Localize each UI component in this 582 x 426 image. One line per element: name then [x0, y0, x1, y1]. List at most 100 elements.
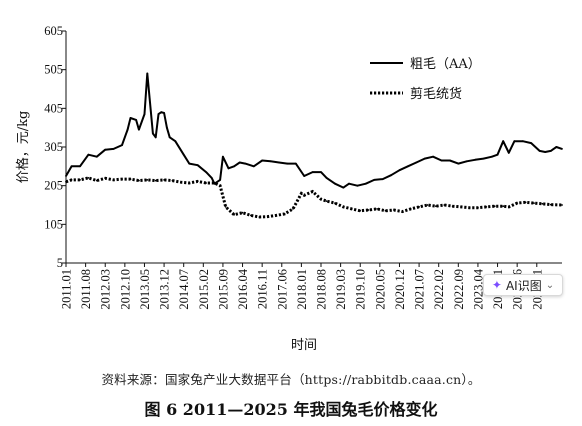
series-2-point	[507, 206, 510, 208]
series-2-point	[393, 209, 395, 211]
series-1-point	[356, 184, 359, 187]
series-2-point	[213, 182, 216, 184]
series-2-point	[219, 184, 222, 187]
series-2-point	[311, 190, 314, 193]
series-1-point	[168, 136, 171, 139]
line-chart: 5 105 205 305 405 505 605 2011.01 2011.08 2012.0…	[15, 24, 563, 353]
series-1-point	[530, 142, 533, 145]
series-2-point	[70, 179, 73, 181]
series-1-point	[188, 162, 191, 165]
x-axis-ticks: 2011.01 2011.08 2012.03 2012.10 2013.05 2013.…	[60, 263, 544, 310]
series-1-point	[373, 179, 376, 181]
series-1-point	[423, 157, 426, 160]
x-tick-label: 2012.03	[99, 269, 113, 310]
series-1-point	[252, 165, 255, 168]
series-2-point	[359, 209, 362, 212]
legend: 粗毛（AA） 剪毛统货	[370, 57, 481, 102]
series-1-point	[364, 182, 367, 185]
series-2-point	[549, 203, 552, 206]
series-2-point	[283, 213, 286, 215]
series-2-point	[516, 202, 519, 205]
series-1-point	[474, 158, 476, 161]
series-1-point	[496, 153, 499, 156]
x-tick-label: 2019.10	[354, 269, 368, 310]
series-1-point	[157, 113, 160, 115]
series-2-point	[451, 205, 454, 208]
series-2-point	[104, 177, 107, 180]
series-1-point	[174, 140, 177, 143]
series-1-point	[457, 162, 460, 165]
y-tick-label: 105	[44, 217, 63, 231]
series-2-point	[163, 179, 166, 181]
series-2-point	[112, 179, 115, 181]
series-1-point	[561, 148, 563, 150]
legend-label-series-1: 粗毛（AA）	[410, 57, 481, 72]
series-2-point	[121, 178, 123, 181]
series-1-point	[449, 159, 451, 162]
x-tick-label: 2014.07	[177, 269, 191, 310]
series-1-point	[286, 162, 289, 165]
series-1-point	[261, 159, 264, 162]
series-2-point	[300, 192, 303, 195]
series-1-point	[513, 140, 516, 143]
x-tick-label: 2019.03	[334, 269, 348, 310]
series-2-point	[205, 182, 208, 184]
series-1-point	[320, 171, 322, 174]
series-2-point	[342, 206, 345, 208]
series-1-point	[146, 72, 149, 75]
series-1-point	[555, 146, 558, 148]
series-2-point	[435, 205, 437, 208]
y-axis-ticks: 5 105 205 305 405 505 605	[44, 24, 66, 270]
x-tick-label: 2018.08	[315, 269, 329, 310]
series-2-point	[524, 201, 527, 204]
series-2-point	[258, 216, 261, 218]
source-note: 资料来源：国家兔产业大数据平台（https://rabbitdb.caaa.cn…	[101, 372, 481, 387]
series-2-point	[129, 178, 132, 181]
series-2-point	[350, 208, 353, 210]
x-tick-label: 2011.01	[60, 269, 74, 309]
series-1-point	[70, 165, 73, 168]
series-1-point	[205, 171, 208, 174]
ai-recognize-button[interactable]: ✦ AI识图 ⌄	[483, 274, 563, 296]
series-1-point	[121, 144, 123, 147]
series-1-point	[154, 136, 157, 139]
series-1-point	[129, 117, 132, 119]
series-1-point	[244, 162, 247, 165]
x-tick-label: 2015.09	[216, 269, 230, 310]
series-1-point	[465, 160, 468, 163]
x-tick-label: 2018.01	[295, 269, 309, 310]
x-tick-label: 2016.04	[236, 268, 250, 309]
x-tick-label: 2020.05	[373, 269, 387, 310]
x-tick-label: 2015.02	[197, 269, 211, 310]
series-1-point	[549, 150, 552, 152]
series-2-point	[95, 179, 98, 182]
series-2-point	[443, 204, 446, 206]
x-tick-label: 2022.09	[452, 269, 466, 310]
series-2-point	[224, 206, 227, 208]
series-2-point	[320, 198, 322, 201]
x-tick-label: 2017.06	[275, 269, 289, 310]
series-2-point	[367, 209, 370, 211]
series-2-point	[409, 208, 412, 210]
x-tick-label: 2013.05	[138, 269, 152, 310]
series-2-point	[233, 213, 236, 216]
y-tick-label: 405	[44, 101, 63, 115]
series-1-point	[342, 186, 345, 189]
series-1-point	[210, 177, 213, 179]
series-2-point	[241, 211, 244, 214]
series-1-point	[79, 165, 81, 168]
series-1-point	[325, 177, 328, 179]
series-1-point	[163, 112, 166, 114]
series-2-point	[138, 179, 140, 182]
series-2-point	[477, 206, 479, 209]
series-1-point	[334, 182, 336, 185]
series-2-point	[154, 179, 157, 182]
y-tick-label: 505	[44, 63, 63, 77]
series-2-point	[171, 179, 174, 182]
series-2-point	[180, 181, 182, 184]
series-1-point	[521, 140, 524, 143]
series-line-2	[65, 176, 563, 219]
x-tick-label: 2021.07	[413, 269, 427, 310]
series-2-point	[292, 208, 294, 210]
series-1-point	[238, 161, 241, 164]
